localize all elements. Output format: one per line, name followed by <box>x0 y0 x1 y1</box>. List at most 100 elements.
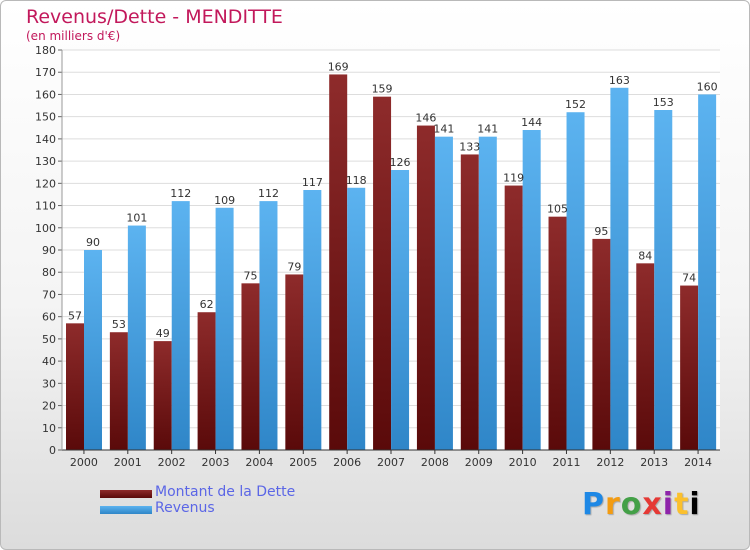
data-label-dette: 133 <box>459 140 480 153</box>
bar-dette <box>241 283 260 450</box>
data-label-dette: 75 <box>243 269 257 282</box>
bar-dette <box>66 323 84 450</box>
data-label-dette: 159 <box>372 83 393 96</box>
bar-revenus <box>566 112 585 450</box>
y-tick-label: 50 <box>42 333 56 346</box>
bar-dette <box>504 185 523 451</box>
y-tick-label: 70 <box>42 288 56 301</box>
y-tick-label: 80 <box>42 266 56 279</box>
y-tick-label: 150 <box>35 111 56 124</box>
data-label-dette: 74 <box>682 272 696 285</box>
data-label-revenus: 160 <box>697 80 718 93</box>
x-tick-label: 2009 <box>465 456 493 469</box>
y-tick-label: 140 <box>35 133 56 146</box>
bar-revenus <box>610 87 629 451</box>
y-tick-label: 120 <box>35 177 56 190</box>
data-label-revenus: 101 <box>126 212 147 225</box>
y-tick-label: 160 <box>35 88 56 101</box>
x-tick-label: 2013 <box>640 456 668 469</box>
y-tick-label: 0 <box>49 444 56 457</box>
data-label-dette: 95 <box>594 225 608 238</box>
bars <box>66 74 717 451</box>
x-tick-label: 2001 <box>114 456 142 469</box>
x-tick-label: 2014 <box>684 456 712 469</box>
bar-dette <box>373 96 392 451</box>
y-axis-ticks: 0 10 20 30 40 50 60 70 80 90 100 110 120 130 140 150 160… <box>35 44 62 457</box>
data-label-dette: 57 <box>68 309 82 322</box>
y-tick-label: 170 <box>35 66 56 79</box>
data-label-revenus: 118 <box>346 174 367 187</box>
x-tick-label: 2002 <box>158 456 186 469</box>
bar-revenus <box>654 110 673 450</box>
data-label-dette: 119 <box>503 172 524 185</box>
bar-dette <box>548 216 567 450</box>
x-tick-label: 2007 <box>377 456 405 469</box>
bar-revenus <box>215 207 234 450</box>
x-tick-label: 2004 <box>245 456 273 469</box>
bar-revenus <box>698 94 717 450</box>
bar-revenus <box>84 250 102 450</box>
data-label-revenus: 141 <box>433 123 454 136</box>
bar-dette <box>285 274 304 450</box>
y-tick-label: 110 <box>35 200 56 213</box>
data-label-revenus: 126 <box>390 156 411 169</box>
bar-dette <box>680 285 699 450</box>
bar-dette <box>460 154 479 450</box>
bar-revenus <box>478 136 497 450</box>
x-tick-label: 2010 <box>509 456 537 469</box>
proxiti-logo: Proxiti <box>582 487 701 522</box>
bar-revenus <box>127 225 146 450</box>
data-label-dette: 53 <box>112 318 126 331</box>
data-label-revenus: 90 <box>86 236 100 249</box>
legend-label-revenus: Revenus <box>155 500 215 516</box>
y-tick-label: 60 <box>42 311 56 324</box>
bar-revenus <box>391 170 410 450</box>
y-tick-label: 90 <box>42 244 56 257</box>
bar-revenus <box>259 201 278 450</box>
bar-dette <box>153 341 172 450</box>
data-label-revenus: 112 <box>258 187 279 200</box>
bar-dette <box>197 312 216 450</box>
bar-revenus <box>434 136 453 450</box>
x-tick-label: 2003 <box>202 456 230 469</box>
y-tick-label: 180 <box>35 44 56 57</box>
data-label-revenus: 109 <box>214 194 235 207</box>
data-label-revenus: 112 <box>170 187 191 200</box>
y-tick-label: 40 <box>42 355 56 368</box>
y-tick-label: 20 <box>42 400 56 413</box>
bar-revenus <box>303 190 322 450</box>
data-label-revenus: 163 <box>609 74 630 87</box>
legend-swatch-revenus <box>100 506 152 514</box>
x-tick-label: 2005 <box>289 456 317 469</box>
x-tick-label: 2012 <box>596 456 624 469</box>
data-label-dette: 105 <box>547 203 568 216</box>
bar-dette <box>416 125 435 451</box>
y-tick-label: 10 <box>42 422 56 435</box>
data-label-revenus: 117 <box>302 176 323 189</box>
data-labels: 57 90 53 101 49 112 62 109 75 112 79 117 169 118 159 12… <box>68 60 718 340</box>
data-label-dette: 79 <box>287 260 301 273</box>
legend-swatch-debt <box>100 490 152 498</box>
data-label-revenus: 141 <box>477 123 498 136</box>
data-label-dette: 49 <box>156 327 170 340</box>
x-tick-label: 2011 <box>552 456 580 469</box>
x-tick-label: 2008 <box>421 456 449 469</box>
legend-label-debt: Montant de la Dette <box>155 484 296 500</box>
y-tick-label: 100 <box>35 222 56 235</box>
data-label-dette: 146 <box>415 112 436 125</box>
x-axis-ticks: 2000 2001 2002 2003 2004 2005 2006 2007 2008 2009… <box>70 450 712 469</box>
data-label-dette: 84 <box>638 249 652 262</box>
y-tick-label: 30 <box>42 377 56 390</box>
data-label-dette: 62 <box>200 298 214 311</box>
x-tick-label: 2000 <box>70 456 98 469</box>
bar-revenus <box>171 201 190 450</box>
chart-title: Revenus/Dette - MENDITTE <box>26 6 283 28</box>
bar-dette <box>329 74 348 450</box>
bar-revenus <box>522 130 541 450</box>
bar-dette <box>592 238 611 450</box>
data-label-revenus: 152 <box>565 98 586 111</box>
bar-dette <box>109 332 128 450</box>
bar-dette <box>636 263 655 450</box>
y-tick-label: 130 <box>35 155 56 168</box>
